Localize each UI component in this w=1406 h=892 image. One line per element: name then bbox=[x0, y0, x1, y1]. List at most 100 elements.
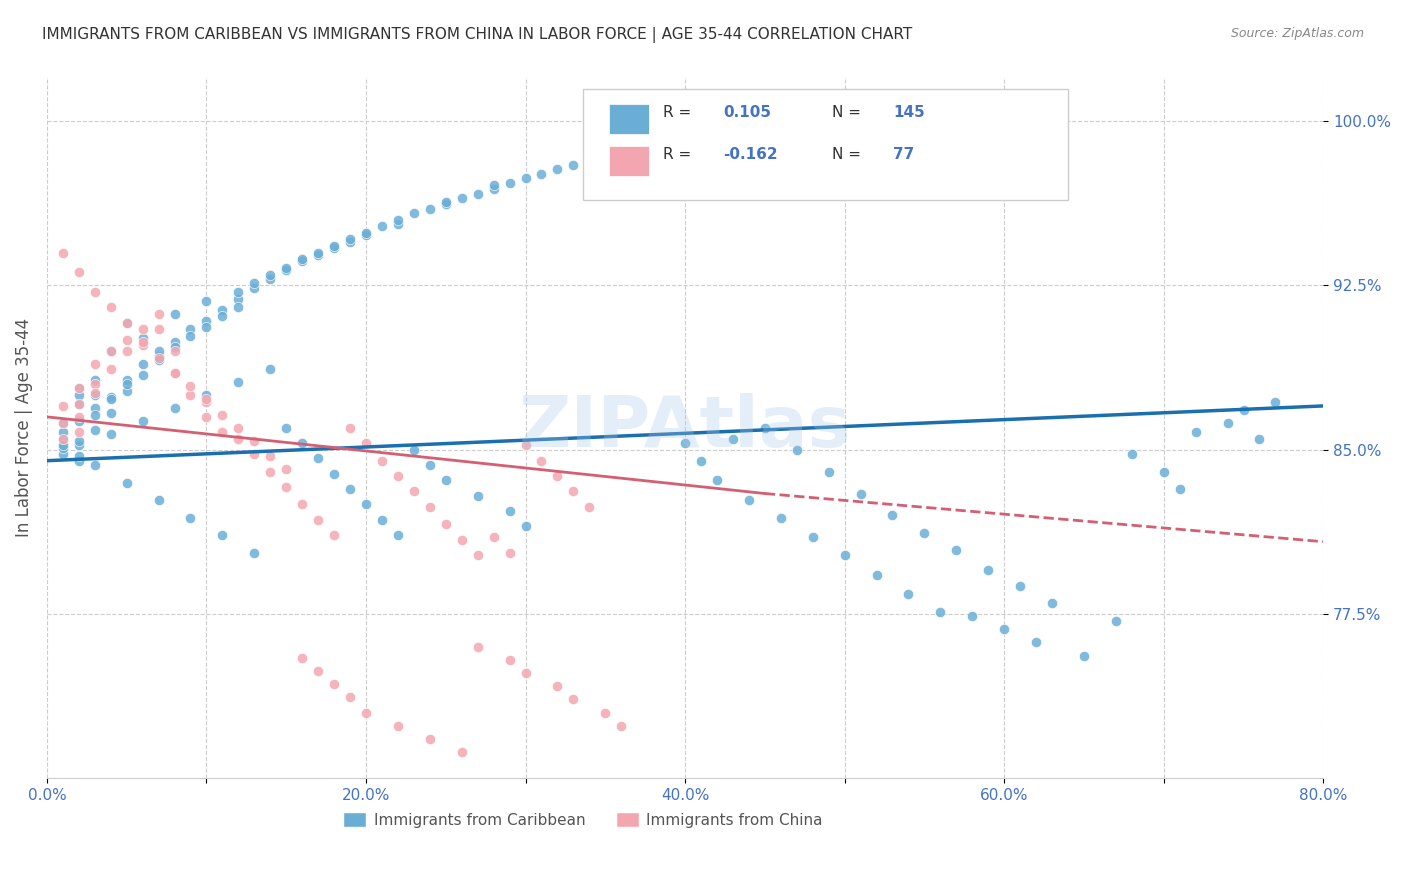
Point bbox=[1121, 447, 1143, 461]
Point bbox=[882, 508, 904, 523]
Point bbox=[276, 263, 298, 277]
Point bbox=[721, 432, 744, 446]
Point bbox=[83, 373, 105, 387]
Point bbox=[419, 731, 441, 746]
Point bbox=[467, 640, 489, 654]
Point bbox=[52, 432, 75, 446]
Point bbox=[259, 361, 281, 376]
Point bbox=[52, 425, 75, 440]
Point bbox=[530, 167, 553, 181]
Point bbox=[482, 182, 505, 196]
Point bbox=[291, 252, 314, 267]
Point bbox=[450, 533, 472, 547]
Point bbox=[1073, 648, 1095, 663]
Point bbox=[482, 530, 505, 544]
Point bbox=[578, 500, 600, 514]
Text: IMMIGRANTS FROM CARIBBEAN VS IMMIGRANTS FROM CHINA IN LABOR FORCE | AGE 35-44 CO: IMMIGRANTS FROM CARIBBEAN VS IMMIGRANTS … bbox=[42, 27, 912, 43]
Point bbox=[515, 171, 537, 186]
Point bbox=[148, 351, 170, 365]
Point bbox=[450, 191, 472, 205]
Point bbox=[945, 543, 967, 558]
Point bbox=[402, 206, 425, 220]
Point bbox=[307, 248, 329, 262]
Point bbox=[865, 567, 887, 582]
Text: -0.162: -0.162 bbox=[723, 147, 778, 162]
Point bbox=[419, 202, 441, 216]
Point bbox=[148, 493, 170, 508]
Point bbox=[434, 195, 457, 210]
Point bbox=[498, 504, 520, 518]
Point bbox=[163, 335, 186, 350]
Point bbox=[1184, 425, 1206, 440]
Point bbox=[434, 197, 457, 211]
Point bbox=[276, 260, 298, 275]
Point bbox=[354, 498, 377, 512]
Point bbox=[52, 447, 75, 461]
Point bbox=[307, 513, 329, 527]
Text: 0.105: 0.105 bbox=[723, 105, 772, 120]
Point bbox=[643, 140, 665, 154]
Point bbox=[1168, 482, 1191, 496]
Point bbox=[100, 301, 122, 315]
Point bbox=[163, 307, 186, 321]
Point bbox=[52, 417, 75, 431]
Point bbox=[419, 500, 441, 514]
Point bbox=[849, 486, 872, 500]
Point bbox=[163, 344, 186, 359]
Point bbox=[339, 235, 361, 249]
Point bbox=[131, 414, 153, 428]
Point bbox=[339, 482, 361, 496]
Point bbox=[515, 519, 537, 533]
Point bbox=[1264, 394, 1286, 409]
Point bbox=[354, 436, 377, 450]
Point bbox=[67, 425, 90, 440]
Point bbox=[67, 450, 90, 464]
Point bbox=[387, 528, 409, 542]
Point bbox=[371, 219, 394, 234]
Point bbox=[690, 453, 713, 467]
Point bbox=[131, 357, 153, 371]
Point bbox=[817, 465, 839, 479]
Point bbox=[546, 162, 568, 177]
Point bbox=[387, 719, 409, 733]
Point bbox=[434, 517, 457, 532]
Point bbox=[115, 316, 138, 330]
Point bbox=[259, 272, 281, 286]
Point bbox=[467, 186, 489, 201]
Point bbox=[371, 453, 394, 467]
Point bbox=[738, 493, 761, 508]
Point bbox=[115, 377, 138, 392]
Point bbox=[371, 513, 394, 527]
Point bbox=[1153, 465, 1175, 479]
Point bbox=[419, 458, 441, 472]
Point bbox=[100, 344, 122, 359]
Point bbox=[83, 377, 105, 392]
Point bbox=[52, 245, 75, 260]
Point bbox=[67, 381, 90, 395]
Point bbox=[163, 401, 186, 416]
Point bbox=[243, 277, 266, 291]
Point bbox=[339, 690, 361, 705]
Point bbox=[578, 153, 600, 168]
Point bbox=[515, 438, 537, 452]
Point bbox=[67, 381, 90, 395]
Point bbox=[195, 394, 218, 409]
Point bbox=[387, 212, 409, 227]
Point bbox=[1040, 596, 1063, 610]
Point bbox=[912, 525, 935, 540]
Point bbox=[211, 528, 233, 542]
Point bbox=[354, 228, 377, 243]
Point bbox=[163, 366, 186, 380]
Point bbox=[562, 484, 585, 499]
Point bbox=[228, 285, 250, 299]
Point bbox=[228, 421, 250, 435]
Point bbox=[387, 469, 409, 483]
Point bbox=[148, 307, 170, 321]
Y-axis label: In Labor Force | Age 35-44: In Labor Force | Age 35-44 bbox=[15, 318, 32, 537]
Point bbox=[211, 425, 233, 440]
Point bbox=[450, 745, 472, 759]
Point bbox=[83, 388, 105, 402]
Point bbox=[195, 320, 218, 334]
Point bbox=[1105, 614, 1128, 628]
Point bbox=[626, 143, 648, 157]
